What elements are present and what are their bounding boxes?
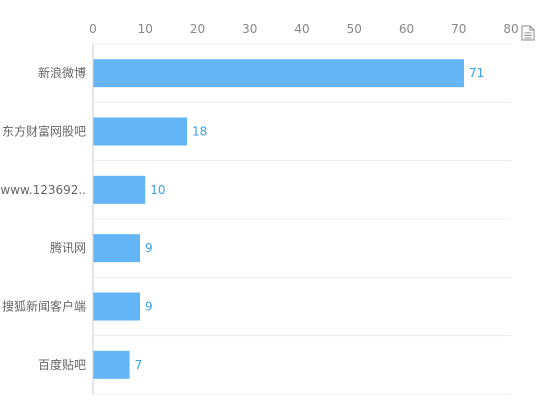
bar[interactable] xyxy=(93,175,146,204)
bar[interactable] xyxy=(93,117,188,146)
x-tick-label: 30 xyxy=(242,22,257,36)
x-tick-label: 80 xyxy=(503,22,518,36)
bar-value-label: 7 xyxy=(135,358,143,372)
x-tick-label: 20 xyxy=(190,22,205,36)
x-tick-label: 60 xyxy=(399,22,414,36)
x-tick-label: 10 xyxy=(138,22,153,36)
category-label: 东方财富网股吧 xyxy=(2,124,86,139)
bar-value-label: 9 xyxy=(145,300,153,314)
category-label: 腾讯网 xyxy=(50,240,86,255)
bar[interactable] xyxy=(93,59,464,88)
bar-value-label: 71 xyxy=(469,66,484,80)
bar-value-label: 18 xyxy=(192,125,207,139)
grid-lines xyxy=(93,43,511,395)
bar[interactable] xyxy=(93,234,141,263)
x-tick-label: 50 xyxy=(347,22,362,36)
category-label: www.123692.. xyxy=(0,183,86,197)
category-label: 搜狐新闻客户端 xyxy=(2,299,86,314)
bar[interactable] xyxy=(93,350,130,379)
x-tick-label: 0 xyxy=(89,22,97,36)
x-axis: 0 10 20 30 40 50 60 70 80 xyxy=(89,22,518,36)
bar-series: 71 18 10 9 9 7 xyxy=(93,59,484,379)
x-tick-label: 40 xyxy=(294,22,309,36)
bar[interactable] xyxy=(93,292,141,321)
category-label: 新浪微博 xyxy=(38,65,86,80)
category-label: 百度贴吧 xyxy=(38,357,86,372)
bar-value-label: 10 xyxy=(150,183,165,197)
x-tick-label: 70 xyxy=(451,22,466,36)
bar-value-label: 9 xyxy=(145,241,153,255)
document-icon[interactable] xyxy=(521,25,535,41)
